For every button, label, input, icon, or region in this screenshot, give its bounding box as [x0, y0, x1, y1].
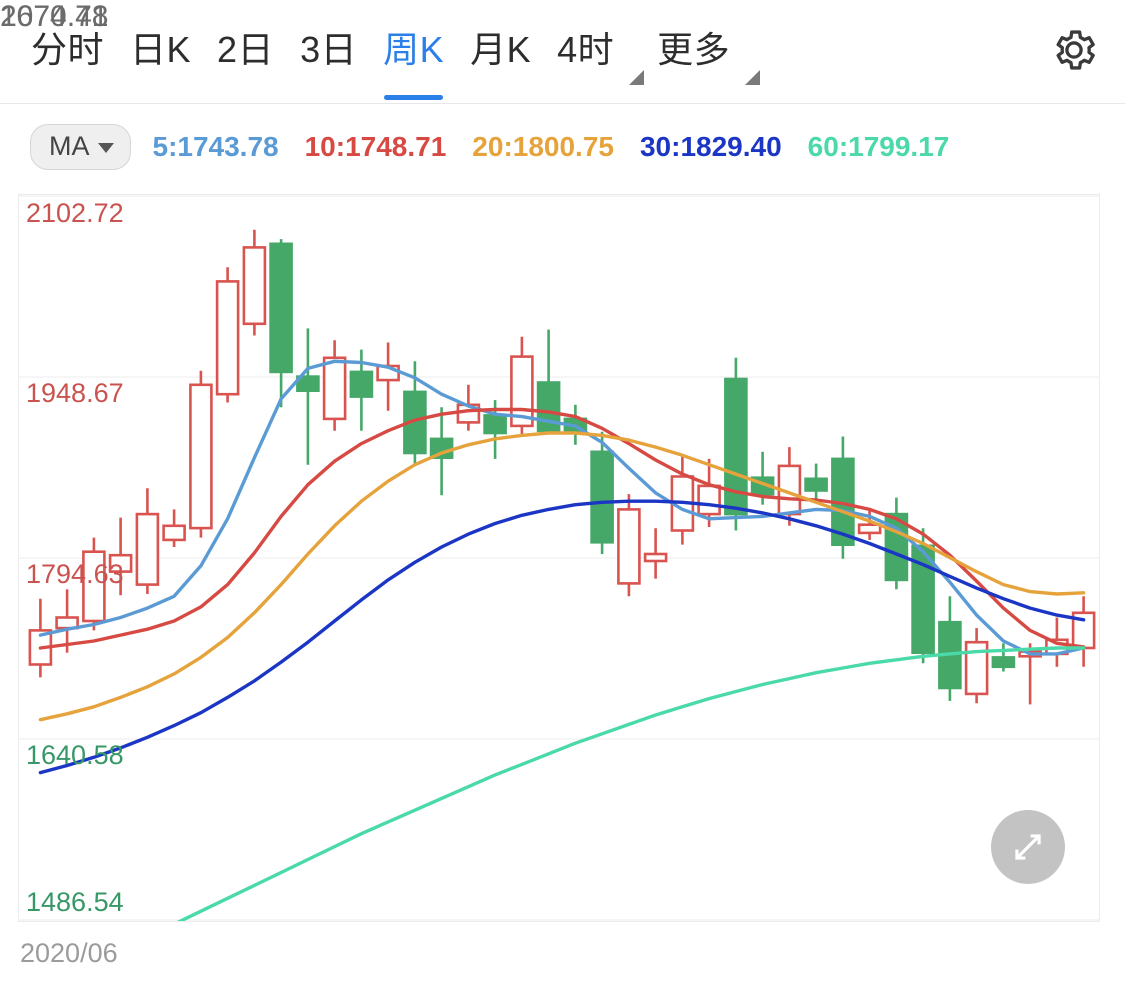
ma30-value: 30:1829.40: [639, 131, 782, 162]
settings-button[interactable]: [1049, 25, 1099, 75]
gear-icon: [1056, 29, 1095, 70]
tab-label: 4时: [557, 28, 615, 70]
tab-2day[interactable]: 2日: [204, 28, 287, 70]
ma10-value: 10:1748.71: [304, 131, 447, 162]
candlestick-chart[interactable]: [18, 194, 1100, 922]
tab-label: 3日: [300, 28, 358, 70]
tab-daily-k[interactable]: 日K: [117, 28, 204, 70]
tab-3day[interactable]: 3日: [287, 28, 370, 70]
ma-chip-label: MA: [49, 131, 90, 161]
x-axis-date-label: 2020/06: [20, 938, 118, 968]
low-price-annotation: 1670.48: [0, 0, 109, 33]
chevron-down-icon[interactable]: [629, 70, 645, 85]
ma20-value: 20:1800.75: [472, 131, 614, 162]
ma5-value: 5:1743.78: [152, 131, 279, 162]
fullscreen-button[interactable]: [991, 810, 1065, 884]
expand-icon: [1015, 834, 1041, 860]
tab-label: 更多: [657, 28, 731, 70]
tab-label: 2日: [217, 28, 275, 70]
tab-fenshi[interactable]: 分时: [18, 28, 117, 70]
active-tab-underline: [384, 94, 444, 100]
tab-label: 周K: [383, 28, 445, 70]
ma-selector-button[interactable]: MA: [30, 124, 131, 170]
high-price-annotation: 2074.71: [0, 0, 109, 33]
period-tab-bar: 分时 日K 2日 3日 周K 月K 4时 更多: [0, 0, 1125, 104]
tab-monthly-k[interactable]: 月K: [457, 28, 544, 70]
ma60-value: 60:1799.17: [807, 131, 950, 162]
tab-label: 日K: [130, 28, 192, 70]
chevron-down-icon: [97, 143, 114, 153]
tab-weekly-k[interactable]: 周K: [370, 28, 457, 100]
tab-more[interactable]: 更多: [644, 28, 743, 70]
tab-label: 月K: [470, 28, 532, 70]
chevron-down-icon[interactable]: [745, 70, 761, 85]
tab-4hour[interactable]: 4时: [544, 28, 627, 70]
chart-plot-area: [19, 195, 1099, 921]
ma-legend: MA 5:1743.78 10:1748.71 20:1800.75 30:18…: [0, 104, 1125, 190]
tab-label: 分时: [31, 28, 105, 70]
